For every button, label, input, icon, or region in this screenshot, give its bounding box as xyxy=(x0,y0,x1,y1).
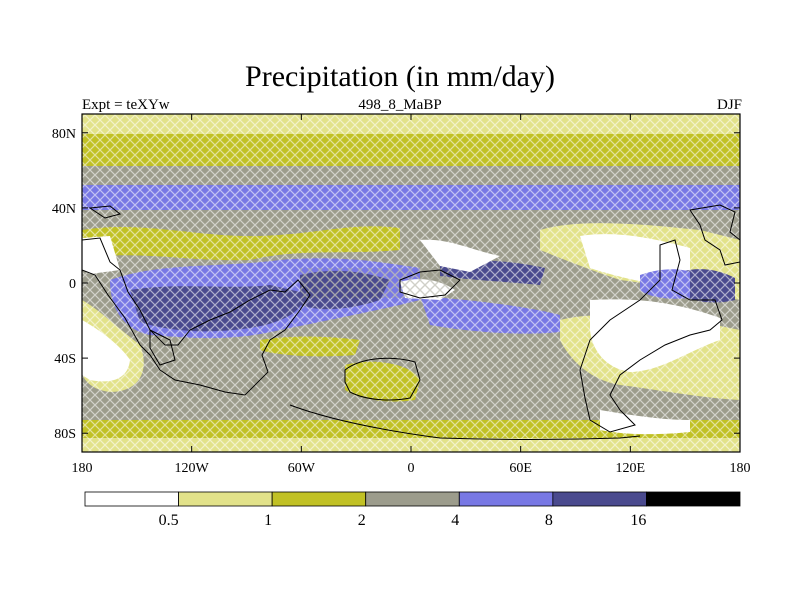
colorbar-swatch xyxy=(84,491,179,507)
time-label: 498_8_MaBP xyxy=(358,97,442,113)
lon-label: 180 xyxy=(72,461,93,476)
experiment-label: Expt = teXYw xyxy=(82,97,170,113)
colorbar-swatch xyxy=(271,491,367,507)
lon-label: 60E xyxy=(509,461,532,476)
colorbar-label: 2 xyxy=(358,512,366,529)
map-title: Precipitation (in mm/day) xyxy=(245,60,555,93)
colorbar-label: 8 xyxy=(545,512,553,529)
precip-field xyxy=(82,114,740,452)
colorbar-swatch xyxy=(365,491,460,507)
lon-label: 180 xyxy=(730,461,751,476)
colorbar-label: 16 xyxy=(630,512,646,529)
colorbar-swatch xyxy=(178,491,273,507)
colorbar: 0.5 1 2 4 8 16 xyxy=(84,491,741,529)
colorbar-swatch xyxy=(552,491,647,507)
colorbar-label: 4 xyxy=(451,512,459,529)
lat-label: 0 xyxy=(69,277,76,292)
lat-label: 40S xyxy=(54,352,76,367)
colorbar-swatch xyxy=(458,491,554,507)
colorbar-label: 0.5 xyxy=(159,512,179,529)
lat-label: 80N xyxy=(52,127,76,142)
longitude-axis: 180 120W 60W 0 60E 120E 180 xyxy=(72,114,751,476)
lon-label: 120W xyxy=(175,461,210,476)
colorbar-label: 1 xyxy=(264,512,272,529)
season-label: DJF xyxy=(716,97,742,113)
lat-label: 80S xyxy=(54,427,76,442)
colorbar-swatch xyxy=(646,491,741,507)
lon-label: 60W xyxy=(288,461,316,476)
continent-outlines xyxy=(82,204,740,440)
lat-label: 40N xyxy=(52,202,76,217)
latitude-axis: 80N 40N 0 40S 80S xyxy=(52,127,740,442)
lon-label: 0 xyxy=(408,461,415,476)
lon-label: 120E xyxy=(616,461,646,476)
